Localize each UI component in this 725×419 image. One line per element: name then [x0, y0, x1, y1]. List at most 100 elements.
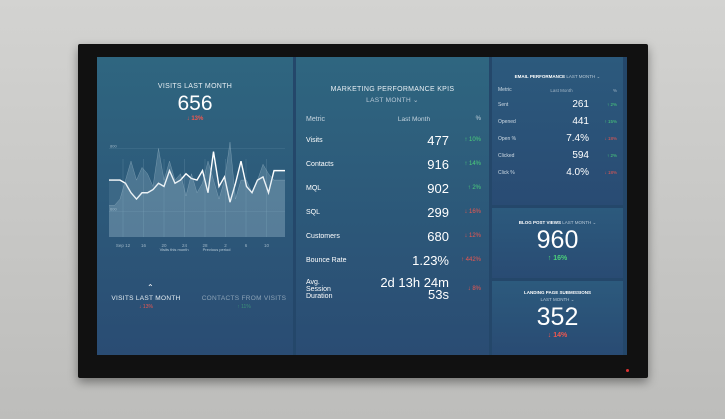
- row-value: 1.23%: [412, 252, 449, 268]
- row-metric: Contacts: [306, 160, 334, 168]
- visits-chart: 800 600 Sep 12 16 20 24 28 2 6 10: [109, 142, 285, 248]
- row-change: ↓ 18%: [604, 136, 617, 141]
- table-row: Visits 477 ↑ 10%: [296, 128, 489, 152]
- row-metric: Bounce Rate: [306, 256, 347, 264]
- table-row: Sent 261 ↑ 2%: [492, 96, 623, 113]
- tab-visits[interactable]: VISITS LAST MONTH ↓ 13%: [97, 295, 195, 310]
- table-row: Opened 441 ↑ 15%: [492, 113, 623, 130]
- x-tick-label: 24: [182, 243, 188, 248]
- row-change: ↓ 8%: [467, 286, 481, 292]
- legend-previous: Previous period: [202, 247, 231, 252]
- row-metric: Clicked: [498, 152, 515, 159]
- chevron-up-icon[interactable]: ⌃: [147, 283, 154, 292]
- blog-period-dropdown[interactable]: LAST MONTH ⌄: [562, 220, 597, 225]
- row-value: 680: [427, 228, 449, 244]
- dashboard: VISITS LAST MONTH 656 ↓ 13% 800 600 Sep 12…: [97, 57, 627, 355]
- email-title-text: EMAIL PERFORMANCE: [514, 74, 566, 79]
- header-last-month: Last Month: [550, 87, 573, 93]
- kpi-widget: MARKETING PERFORMANCE KPIS LAST MONTH ⌄ …: [296, 57, 489, 355]
- x-tick-label: Sep 12: [116, 243, 131, 248]
- chart-legend: Visits this month Previous period: [97, 247, 293, 252]
- visits-value: 656: [177, 92, 213, 115]
- row-metric: Sent: [498, 101, 509, 108]
- row-metric: Opened: [498, 118, 516, 125]
- visits-title: VISITS LAST MONTH: [157, 83, 233, 90]
- x-tick-label: 10: [264, 243, 270, 248]
- blog-widget: BLOG POST VIEWS LAST MONTH ⌄ 960 ↑ 16%: [492, 208, 623, 278]
- x-tick-label: 6: [245, 243, 248, 248]
- visits-line: [109, 151, 285, 203]
- row-change: ↑ 10%: [464, 137, 481, 143]
- row-change: ↑ 2%: [606, 153, 617, 158]
- kpi-period-dropdown[interactable]: LAST MONTH ⌄: [366, 97, 419, 104]
- kpi-title: MARKETING PERFORMANCE KPIS: [330, 86, 455, 93]
- row-metric: SQL: [306, 208, 321, 216]
- table-row: Bounce Rate 1.23% ↑ 442%: [296, 248, 489, 272]
- header-metric: Metric: [306, 115, 326, 123]
- table-row: Contacts 916 ↑ 14%: [296, 152, 489, 176]
- row-change: ↑ 2%: [606, 102, 617, 107]
- row-metric: Click %: [498, 169, 515, 176]
- row-change: ↓ 16%: [464, 209, 481, 215]
- x-tick-label: 20: [161, 243, 167, 248]
- visits-change: ↓ 13%: [186, 116, 204, 122]
- row-metric: Customers: [306, 232, 340, 240]
- blog-title-text: BLOG POST VIEWS: [518, 220, 562, 225]
- row-change: ↑ 2%: [467, 185, 481, 191]
- right-column: EMAIL PERFORMANCE LAST MONTH ⌄ Metric La…: [492, 57, 623, 355]
- table-row: Click % 4.0% ↓ 18%: [492, 164, 623, 181]
- kpi-header: Metric Last Month %: [296, 110, 489, 128]
- table-row: Avg. Session Duration 2d 13h 24m 53s ↓ 8%: [296, 272, 489, 306]
- row-value: 4.0%: [566, 167, 589, 178]
- header-metric: Metric: [498, 87, 512, 93]
- row-metric: Visits: [306, 136, 323, 144]
- blog-title: BLOG POST VIEWS LAST MONTH ⌄: [492, 220, 623, 226]
- row-value: 261: [572, 99, 589, 110]
- header-last-month: Last Month: [397, 115, 431, 123]
- row-value: 7.4%: [566, 133, 589, 144]
- landing-title: LANDING PAGE SUBMISSIONS: [524, 290, 591, 295]
- email-widget: EMAIL PERFORMANCE LAST MONTH ⌄ Metric La…: [492, 57, 623, 205]
- header-percent: %: [612, 87, 617, 93]
- row-metric: MQL: [306, 184, 322, 192]
- table-row: Customers 680 ↓ 12%: [296, 224, 489, 248]
- row-value: 594: [572, 150, 589, 161]
- previous-period-line: [109, 142, 285, 206]
- table-row: Open % 7.4% ↓ 18%: [492, 130, 623, 147]
- row-value: 2d 13h 24m 53s: [380, 275, 449, 302]
- tv-frame: VISITS LAST MONTH 656 ↓ 13% 800 600 Sep 12…: [78, 44, 648, 378]
- landing-period-dropdown[interactable]: LAST MONTH ⌄: [540, 297, 575, 302]
- email-title: EMAIL PERFORMANCE LAST MONTH ⌄: [492, 74, 623, 80]
- row-value: 916: [427, 156, 449, 172]
- table-row: MQL 902 ↑ 2%: [296, 176, 489, 200]
- row-value: 299: [427, 204, 449, 220]
- legend-visits: Visits this month: [159, 247, 189, 252]
- landing-widget: LANDING PAGE SUBMISSIONS LAST MONTH ⌄ 35…: [492, 281, 623, 355]
- row-change: ↑ 15%: [604, 119, 617, 124]
- table-row: SQL 299 ↓ 16%: [296, 200, 489, 224]
- row-value: 902: [427, 180, 449, 196]
- series-area-0: [109, 151, 285, 237]
- tab-contacts[interactable]: CONTACTS FROM VISITS ↑ 11%: [195, 295, 293, 310]
- row-change: ↑ 442%: [460, 257, 481, 263]
- row-metric: Open %: [498, 135, 517, 142]
- blog-change: ↑ 16%: [547, 255, 568, 262]
- header-percent: %: [475, 116, 481, 122]
- row-value: 441: [572, 116, 589, 127]
- email-header: Metric Last Month %: [492, 84, 623, 96]
- y-tick-label: 600: [110, 207, 117, 212]
- landing-value: 352: [536, 303, 579, 331]
- x-tick-label: 2: [224, 243, 227, 248]
- power-led: [626, 369, 629, 372]
- row-change: ↓ 18%: [604, 170, 617, 175]
- row-metric: Avg. Session Duration: [306, 278, 333, 300]
- x-tick-label: 16: [141, 243, 147, 248]
- row-value: 477: [427, 132, 449, 148]
- x-tick-label: 28: [202, 243, 208, 248]
- blog-value: 960: [536, 226, 579, 254]
- visits-widget: VISITS LAST MONTH 656 ↓ 13% 800 600 Sep 12…: [97, 57, 293, 355]
- email-period-dropdown[interactable]: LAST MONTH ⌄: [566, 74, 601, 79]
- bottom-tabs: VISITS LAST MONTH ↓ 13% CONTACTS FROM VI…: [97, 295, 293, 310]
- y-tick-label: 800: [110, 143, 117, 148]
- tab-change: ↓ 13%: [139, 304, 153, 310]
